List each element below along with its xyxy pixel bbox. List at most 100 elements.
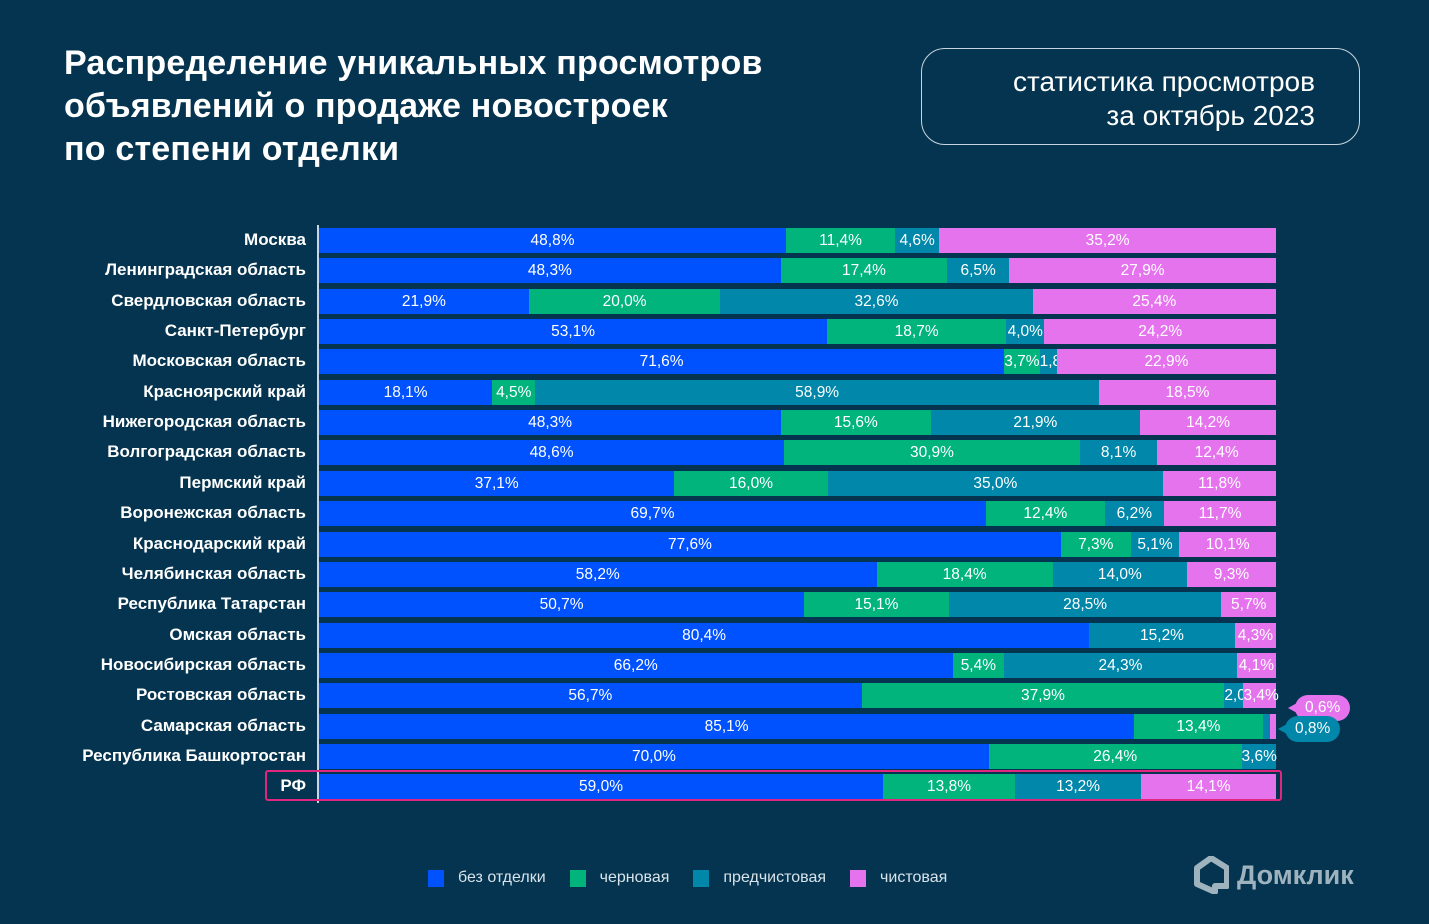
- bar-segment-chernovaya: 37,9%: [861, 683, 1225, 709]
- data-label: 17,4%: [841, 262, 886, 280]
- bar-segment-bez-otdelki: 77,6%: [319, 531, 1061, 557]
- data-label: 12,4%: [1194, 444, 1239, 462]
- bar-segment-chernovaya: 30,9%: [784, 440, 1080, 466]
- data-label: 5,1%: [1137, 535, 1173, 553]
- data-label: 3,6%: [1241, 747, 1277, 765]
- data-label: 4,1%: [1238, 656, 1275, 674]
- data-label: 26,4%: [1093, 747, 1138, 765]
- category-label: Республика Башкортостан: [82, 745, 306, 765]
- bar-segment-predchistovaya: 35,0%: [827, 470, 1163, 496]
- bar-segment-chernovaya: 11,4%: [786, 228, 896, 253]
- data-label: 48,6%: [529, 444, 574, 462]
- data-label: 48,8%: [530, 232, 575, 249]
- legend-label: черновая: [599, 869, 670, 886]
- legend-item-chernovaya: черновая: [569, 869, 670, 887]
- bar-segment-predchistovaya: 4,0%: [1006, 319, 1045, 345]
- legend-label: чистовая: [880, 869, 948, 886]
- bar-segment-chernovaya: 18,4%: [876, 561, 1053, 587]
- legend: без отделки черновая предчистовая чистов…: [428, 869, 971, 887]
- data-label: 28,5%: [1063, 596, 1108, 614]
- bar-segment-bez-otdelki: 48,8%: [319, 228, 787, 253]
- bar-segment-bez-otdelki: 85,1%: [319, 713, 1135, 739]
- legend-item-predchistovaya: предчистовая: [693, 869, 826, 887]
- brand-name: Домклик: [1237, 859, 1354, 890]
- category-label: Воронежская область: [120, 503, 306, 523]
- data-label: 37,1%: [474, 474, 519, 492]
- data-label: 9,3%: [1213, 565, 1250, 583]
- bar-segment-predchistovaya: 32,6%: [720, 288, 1033, 314]
- data-label: 18,7%: [894, 323, 939, 341]
- bar-segment-chistovaya: 14,2%: [1140, 410, 1276, 436]
- bar-segment-chernovaya: 13,4%: [1134, 713, 1263, 739]
- data-label: 4,3%: [1237, 626, 1274, 644]
- data-label: 58,9%: [795, 383, 840, 401]
- data-label: 24,2%: [1138, 323, 1183, 341]
- bar-segment-chernovaya: 26,4%: [988, 743, 1242, 769]
- data-label: 37,9%: [1020, 687, 1065, 705]
- data-label: 7,3%: [1078, 535, 1114, 553]
- bar-segment-chistovaya: 9,3%: [1186, 561, 1276, 587]
- bar-segment-bez-otdelki: 48,3%: [319, 410, 782, 436]
- data-label: 3,4%: [1243, 687, 1279, 705]
- domclick-logo: Домклик: [1193, 856, 1354, 894]
- legend-item-chistovaya: чистовая: [850, 869, 947, 887]
- bar-segment-predchistovaya: 14,0%: [1052, 561, 1187, 587]
- data-label: 13,2%: [1056, 778, 1101, 796]
- data-label: 11,7%: [1198, 505, 1242, 523]
- bar-segment-predchistovaya: 5,1%: [1130, 531, 1180, 557]
- category-label: Республика Татарстан: [117, 594, 306, 614]
- period-badge: статистика просмотров за октябрь 2023: [921, 48, 1360, 145]
- data-label: 69,7%: [630, 505, 675, 523]
- bar-segment-chistovaya: 10,1%: [1179, 531, 1276, 557]
- bar-segment-predchistovaya: 1,8%: [1039, 349, 1075, 375]
- bar-segment-chistovaya: [1270, 713, 1276, 739]
- bar-segment-chernovaya: 3,7%: [1004, 349, 1040, 375]
- bar-segment-predchistovaya: 13,2%: [1015, 774, 1142, 800]
- data-label: 6,5%: [960, 262, 996, 280]
- bar-segment-predchistovaya: 8,1%: [1079, 440, 1158, 466]
- data-label: 3,7%: [1004, 353, 1040, 371]
- data-label: 10,1%: [1205, 535, 1250, 553]
- data-label: 4,5%: [496, 383, 532, 401]
- data-label: 20,0%: [602, 292, 647, 310]
- data-label: 77,6%: [667, 535, 712, 553]
- bar-segment-predchistovaya: 58,9%: [535, 379, 1099, 405]
- data-label: 59,0%: [579, 778, 623, 796]
- data-label: 58,2%: [575, 565, 620, 583]
- data-label: 30,9%: [909, 444, 954, 462]
- data-label: 13,8%: [927, 778, 971, 796]
- bar-segment-chernovaya: 17,4%: [780, 258, 948, 284]
- category-label: Самарская область: [140, 715, 306, 735]
- category-label: Ростовская область: [135, 685, 306, 705]
- data-label: 48,3%: [527, 262, 572, 280]
- category-label: Свердловская область: [111, 290, 306, 310]
- bar-segment-bez-otdelki: 21,9%: [319, 288, 529, 314]
- data-label: 12,4%: [1023, 505, 1068, 523]
- category-label: Новосибирская область: [100, 654, 306, 674]
- bar-segment-chernovaya: 15,6%: [781, 410, 931, 436]
- bar-segment-bez-otdelki: 37,1%: [319, 470, 675, 496]
- data-label: 8,1%: [1100, 444, 1137, 462]
- category-label: Пермский край: [179, 472, 306, 492]
- bar-segment-chistovaya: 22,9%: [1056, 349, 1276, 375]
- legend-swatch: [693, 869, 710, 887]
- bar-segment-predchistovaya: 3,6%: [1241, 743, 1277, 769]
- legend-label: предчистовая: [723, 869, 827, 886]
- bar-segment-predchistovaya: [1262, 713, 1271, 739]
- bar-segment-bez-otdelki: 50,7%: [319, 592, 805, 618]
- data-label: 14,2%: [1186, 414, 1231, 432]
- data-label: 4,6%: [899, 232, 935, 249]
- data-label: 66,2%: [613, 656, 658, 674]
- bar-segment-predchistovaya: 28,5%: [948, 592, 1222, 618]
- category-label: Омская область: [169, 624, 306, 644]
- bar-segment-bez-otdelki: 58,2%: [319, 561, 877, 587]
- bar-segment-chernovaya: 12,4%: [986, 501, 1105, 527]
- bar-segment-bez-otdelki: 48,3%: [319, 258, 781, 284]
- bar-segment-bez-otdelki: 71,6%: [319, 349, 1005, 375]
- data-label: 24,3%: [1098, 656, 1143, 674]
- data-label: 18,5%: [1165, 383, 1210, 401]
- bar-segment-bez-otdelki: 53,1%: [319, 319, 828, 345]
- bar-segment-chistovaya: 3,4%: [1243, 683, 1279, 709]
- data-label: 15,6%: [833, 414, 878, 432]
